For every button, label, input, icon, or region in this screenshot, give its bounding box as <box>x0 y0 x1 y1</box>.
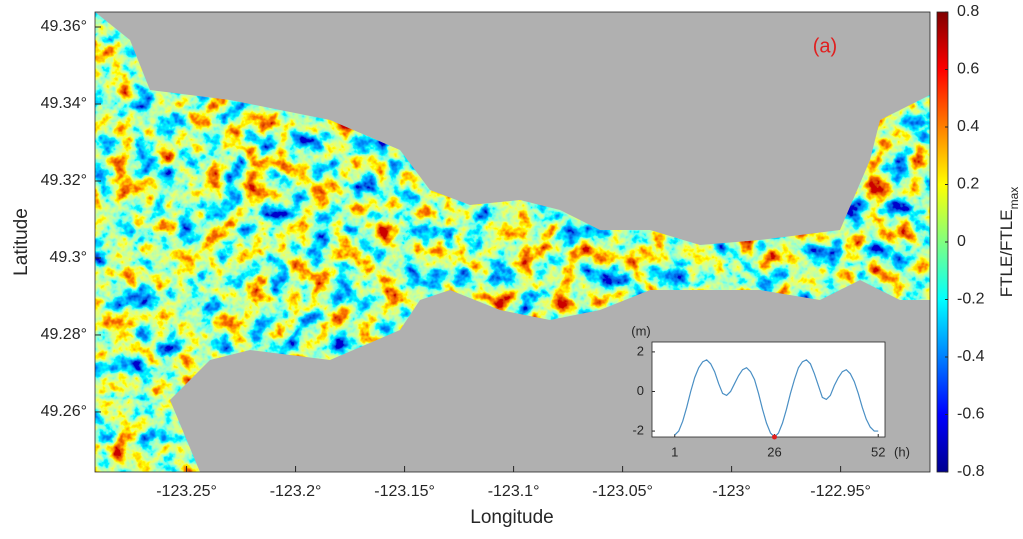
inset-y-tick-label: -2 <box>632 423 644 438</box>
x-tick-label: -123° <box>712 483 750 500</box>
colorbar-tick-label: 0.6 <box>957 61 979 78</box>
inset-x-tick-label: 26 <box>767 444 781 459</box>
y-tick-label: 49.34° <box>41 95 87 112</box>
colorbar-tick-label: -0.6 <box>957 406 985 423</box>
y-tick-label: 49.3° <box>49 249 87 266</box>
colorbar-tick-label: 0 <box>957 233 966 250</box>
y-tick-label: 49.28° <box>41 326 87 343</box>
x-tick-label: -122.95° <box>810 483 871 500</box>
colorbar-tick-label: -0.8 <box>957 463 985 480</box>
colorbar-label-main: FTLE/FTLE <box>997 209 1016 297</box>
colorbar-label: FTLE/FTLEmax <box>997 187 1021 298</box>
colorbar-label-sub: max <box>1007 187 1021 210</box>
time-marker <box>771 434 777 440</box>
x-tick-label: -123.25° <box>156 483 217 500</box>
inset-y-unit: (m) <box>631 323 651 338</box>
panel-label: (a) <box>813 35 837 57</box>
inset-x-tick-label: 52 <box>871 444 885 459</box>
colorbar-tick-label: 0.2 <box>957 176 979 193</box>
colorbar-tick-label: -0.2 <box>957 291 985 308</box>
x-tick-label: -123.15° <box>374 483 435 500</box>
x-axis-label: Longitude <box>470 507 553 528</box>
y-tick-label: 49.36° <box>41 18 87 35</box>
x-tick-label: -123.2° <box>270 483 322 500</box>
colorbar-tick-label: 0.4 <box>957 118 979 135</box>
plot-frame <box>94 11 931 473</box>
colorbar-tick-label: -0.4 <box>957 348 985 365</box>
x-tick-label: -123.1° <box>488 483 540 500</box>
tide-line <box>674 359 879 438</box>
x-tick-label: -123.05° <box>592 483 653 500</box>
inset-frame <box>651 341 886 438</box>
inset-y-tick-label: 0 <box>637 383 644 398</box>
inset-x-tick-label: 1 <box>671 444 678 459</box>
y-tick-label: 49.32° <box>41 172 87 189</box>
y-axis-label: Latitude <box>11 208 32 276</box>
inset-y-tick-label: 2 <box>637 343 644 358</box>
y-tick-label: 49.26° <box>41 403 87 420</box>
inset-x-unit: (h) <box>894 444 910 459</box>
colorbar-tick-label: 0.8 <box>957 3 979 20</box>
